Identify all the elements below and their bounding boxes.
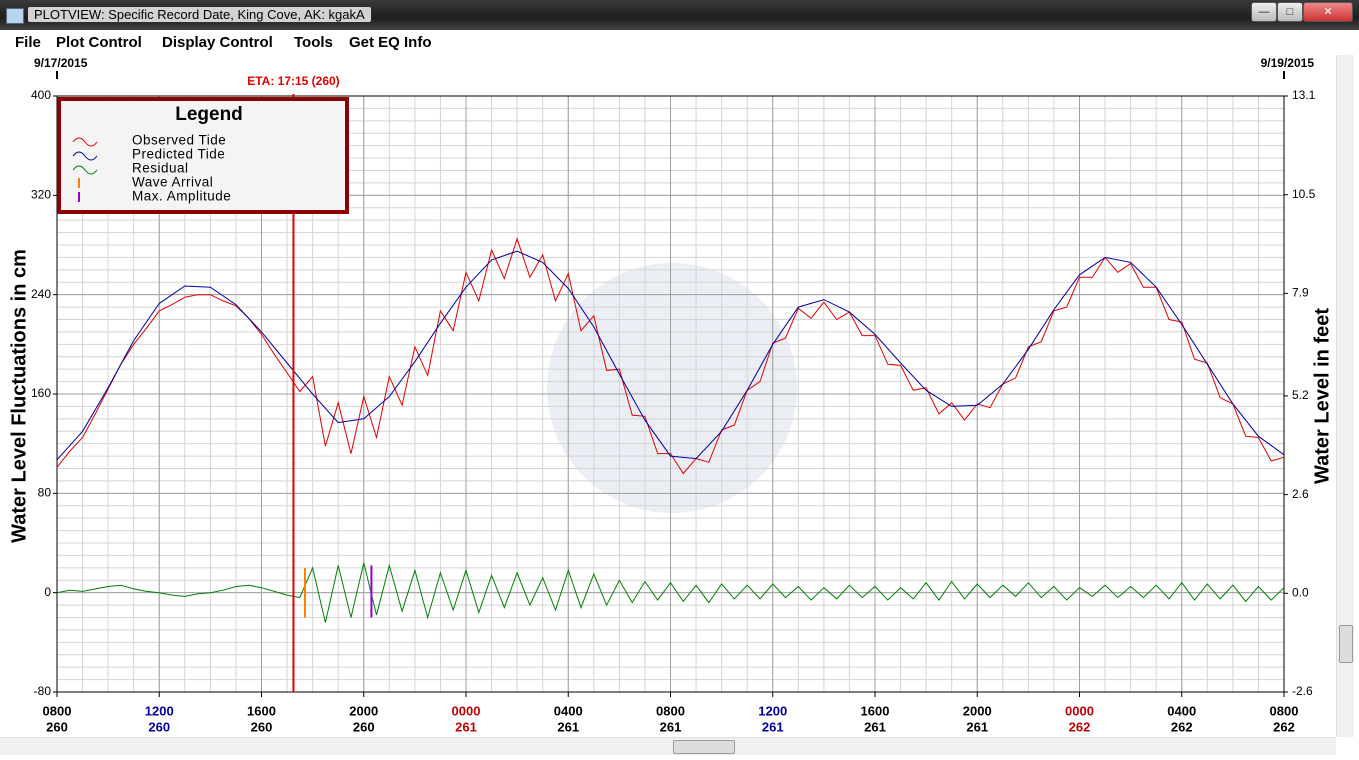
window-title: PLOTVIEW: Specific Record Date, King Cov… <box>28 7 371 22</box>
y-axis-title: Water Level Fluctuations in cm <box>8 249 30 543</box>
x-tick-day: 262 <box>1069 719 1091 734</box>
scroll-thumb[interactable] <box>673 740 735 754</box>
menu-item[interactable]: Tools <box>294 34 333 51</box>
x-tick-day: 261 <box>557 719 579 734</box>
y-tick-label: -80 <box>34 684 52 698</box>
x-tick-day: 262 <box>1273 719 1295 734</box>
y-tick-label: 80 <box>38 486 52 500</box>
y2-axis-title: Water Level in feet <box>1311 308 1333 484</box>
x-tick-day: 261 <box>455 719 477 734</box>
x-tick-label: 1200 <box>758 703 787 718</box>
x-tick-label: 1600 <box>861 703 890 718</box>
y2-tick-label: 0.0 <box>1292 585 1309 599</box>
y2-tick-label: 5.2 <box>1292 388 1309 402</box>
x-tick-day: 260 <box>353 719 375 734</box>
x-tick-day: 262 <box>1171 719 1193 734</box>
legend-swatch <box>72 151 98 161</box>
app-icon <box>6 8 24 24</box>
y-tick-label: 160 <box>31 386 51 400</box>
menu-item[interactable]: Plot Control <box>56 34 142 51</box>
y-tick-label: 240 <box>31 287 51 301</box>
horizontal-scrollbar[interactable] <box>0 737 1336 755</box>
legend-label: Predicted Tide <box>132 147 225 162</box>
y-tick-label: 320 <box>31 188 51 202</box>
close-button[interactable]: ✕ <box>1303 2 1353 22</box>
series-line <box>56 562 1285 623</box>
x-tick-label: 0800 <box>656 703 685 718</box>
y2-tick-label: 13.1 <box>1292 88 1316 102</box>
menu-item[interactable]: File <box>15 34 41 51</box>
watermark-logo <box>547 263 797 513</box>
x-tick-day: 260 <box>46 719 68 734</box>
chart: Water Level Fluctuations in cm Water Lev… <box>8 56 1333 734</box>
x-tick-day: 261 <box>966 719 988 734</box>
vertical-scrollbar[interactable] <box>1336 55 1354 737</box>
y2-tick-label: -2.6 <box>1292 684 1313 698</box>
x-tick-label: 0400 <box>554 703 583 718</box>
x-tick-day: 260 <box>148 719 170 734</box>
maximize-button[interactable]: □ <box>1277 2 1303 22</box>
legend-label: Observed Tide <box>132 133 226 148</box>
end-date: 9/19/2015 <box>1261 56 1315 70</box>
legend-label: Wave Arrival <box>132 175 213 190</box>
title-bar: PLOTVIEW: Specific Record Date, King Cov… <box>0 0 1359 30</box>
menu-item[interactable]: Get EQ Info <box>349 34 432 51</box>
y2-tick-label: 10.5 <box>1292 187 1316 201</box>
x-tick-day: 261 <box>864 719 886 734</box>
legend-title: Legend <box>175 104 243 125</box>
legend-box <box>57 97 349 214</box>
y2-tick-label: 2.6 <box>1292 487 1309 501</box>
x-tick-label: 2000 <box>963 703 992 718</box>
x-tick-label: 0400 <box>1167 703 1196 718</box>
legend-label: Residual <box>132 161 189 176</box>
series-line <box>56 237 1285 475</box>
y-tick-label: 0 <box>44 585 51 599</box>
start-date: 9/17/2015 <box>34 56 88 70</box>
x-tick-label: 1200 <box>145 703 174 718</box>
menu-bar: File Plot Control Display Control Tools … <box>0 30 1359 55</box>
x-tick-day: 261 <box>762 719 784 734</box>
legend-label: Max. Amplitude <box>132 189 231 204</box>
x-tick-label: 0000 <box>1065 703 1094 718</box>
minimize-button[interactable]: — <box>1251 2 1277 22</box>
x-tick-label: 0800 <box>43 703 72 718</box>
x-tick-label: 2000 <box>349 703 378 718</box>
y2-tick-label: 7.9 <box>1292 286 1309 300</box>
menu-item[interactable]: Display Control <box>162 34 273 51</box>
y-tick-label: 400 <box>31 88 51 102</box>
plot-frame <box>56 95 1285 693</box>
x-tick-day: 261 <box>660 719 682 734</box>
x-tick-label: 1600 <box>247 703 276 718</box>
scroll-thumb[interactable] <box>1339 625 1353 663</box>
legend-swatch <box>72 165 98 175</box>
series-line <box>56 250 1285 461</box>
eta-label: ETA: 17:15 (260) <box>247 74 339 88</box>
x-tick-label: 0000 <box>452 703 481 718</box>
x-tick-day: 260 <box>251 719 273 734</box>
legend-swatch <box>72 137 98 147</box>
x-tick-label: 0800 <box>1270 703 1299 718</box>
